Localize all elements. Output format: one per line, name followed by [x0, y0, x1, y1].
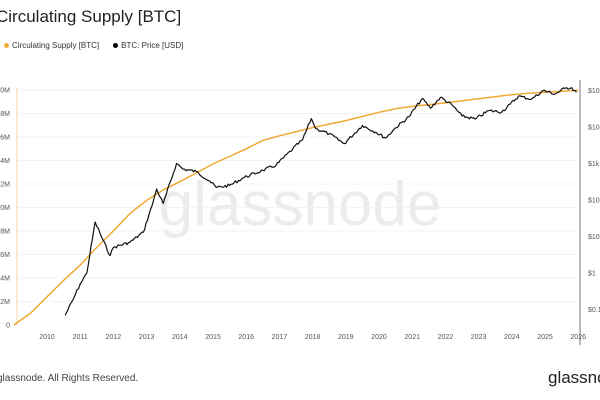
y-left-tick-label: 20M [0, 88, 10, 95]
legend-price-label: BTC: Price [USD] [121, 41, 184, 50]
y-left-tick-label: 0 [6, 323, 10, 330]
price-line [64, 87, 577, 316]
x-tick-label: 2017 [272, 334, 288, 341]
supply-line [13, 89, 579, 326]
x-tick-label: 2013 [139, 334, 155, 341]
y-left-tick-label: 16M [0, 135, 10, 142]
x-tick-label: 2026 [570, 334, 586, 341]
supply-dot-icon [4, 43, 9, 49]
y-right-tick-label: $100k [588, 88, 600, 95]
y-left-tick-label: 2M [0, 299, 10, 306]
x-tick-label: 2025 [537, 334, 553, 341]
x-tick-label: 2024 [504, 334, 520, 341]
y-left-tick-label: 10M [0, 205, 10, 212]
legend: Circulating Supply [BTC] BTC: Price [USD… [4, 41, 183, 50]
x-tick-label: 2019 [338, 334, 354, 341]
x-tick-label: 2018 [305, 334, 321, 341]
y-right-tick-label: $10k [588, 125, 600, 132]
legend-price[interactable]: BTC: Price [USD] [113, 41, 183, 50]
y-right-tick-label: $100 [588, 198, 600, 205]
x-tick-label: 2010 [39, 334, 55, 341]
y-left-tick-label: 12M [0, 182, 10, 189]
y-right-tick-label: $1k [588, 161, 600, 168]
copyright: glassnode. All Rights Reserved. [0, 373, 139, 384]
price-dot-icon [113, 43, 119, 49]
y-right-tick-label: $1 [588, 271, 596, 278]
x-tick-label: 2011 [73, 334, 88, 341]
chart-title: Circulating Supply [BTC] [0, 7, 182, 26]
y-left-tick-label: 4M [0, 276, 10, 283]
x-tick-label: 2014 [172, 334, 188, 341]
x-tick-label: 2022 [438, 334, 454, 341]
x-tick-label: 2020 [371, 334, 387, 341]
x-tick-label: 2021 [404, 334, 420, 341]
x-tick-label: 2023 [471, 334, 487, 341]
y-right-tick-label: $10 [588, 234, 600, 241]
x-tick-label: 2015 [205, 334, 221, 341]
legend-supply-label: Circulating Supply [BTC] [12, 41, 100, 50]
legend-supply[interactable]: Circulating Supply [BTC] [4, 41, 99, 50]
y-left-tick-label: 18M [0, 111, 10, 118]
glassnode-logo[interactable]: glassnode [548, 368, 600, 387]
y-left-tick-label: 6M [0, 252, 10, 259]
x-tick-label: 2016 [238, 334, 254, 341]
watermark: glassnode [159, 170, 442, 239]
y-left-tick-label: 14M [0, 158, 10, 165]
y-left-tick-label: 8M [0, 229, 10, 236]
x-tick-label: 2012 [106, 334, 122, 341]
y-right-tick-label: $0.1 [588, 307, 600, 314]
